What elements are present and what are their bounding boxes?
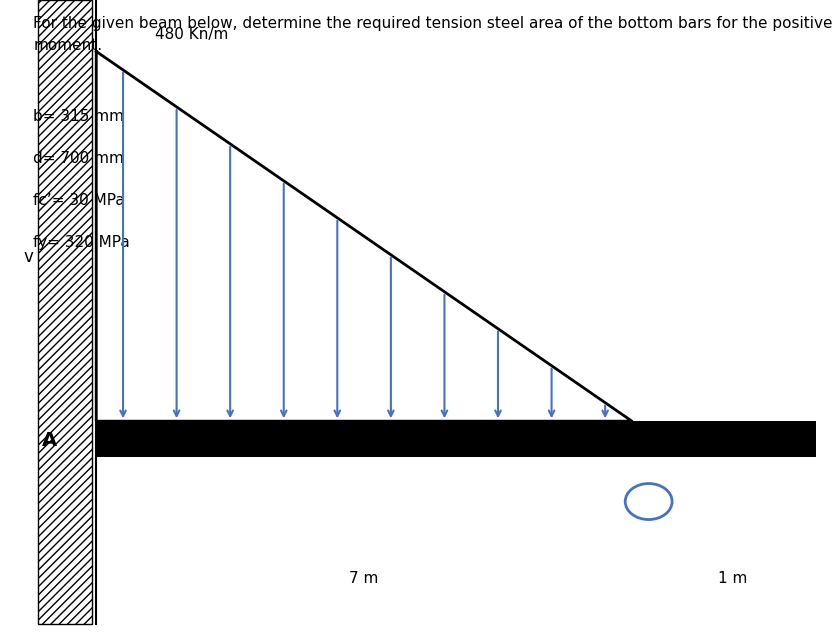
Text: 480 Kn/m: 480 Kn/m bbox=[155, 27, 228, 42]
Text: fy= 320 MPa: fy= 320 MPa bbox=[33, 235, 130, 249]
Bar bbox=[38, 0, 92, 624]
Text: A: A bbox=[42, 431, 57, 450]
Text: 7 m: 7 m bbox=[349, 571, 379, 586]
Text: For the given beam below, determine the required tension steel area of the botto: For the given beam below, determine the … bbox=[33, 16, 832, 53]
Text: b= 315 mm: b= 315 mm bbox=[33, 109, 125, 124]
Text: 1 m: 1 m bbox=[716, 571, 747, 586]
Text: d= 700 mm: d= 700 mm bbox=[33, 151, 125, 166]
Text: v: v bbox=[23, 248, 33, 266]
Text: fc’= 30 MPa: fc’= 30 MPa bbox=[33, 193, 125, 208]
Bar bbox=[96, 421, 815, 457]
